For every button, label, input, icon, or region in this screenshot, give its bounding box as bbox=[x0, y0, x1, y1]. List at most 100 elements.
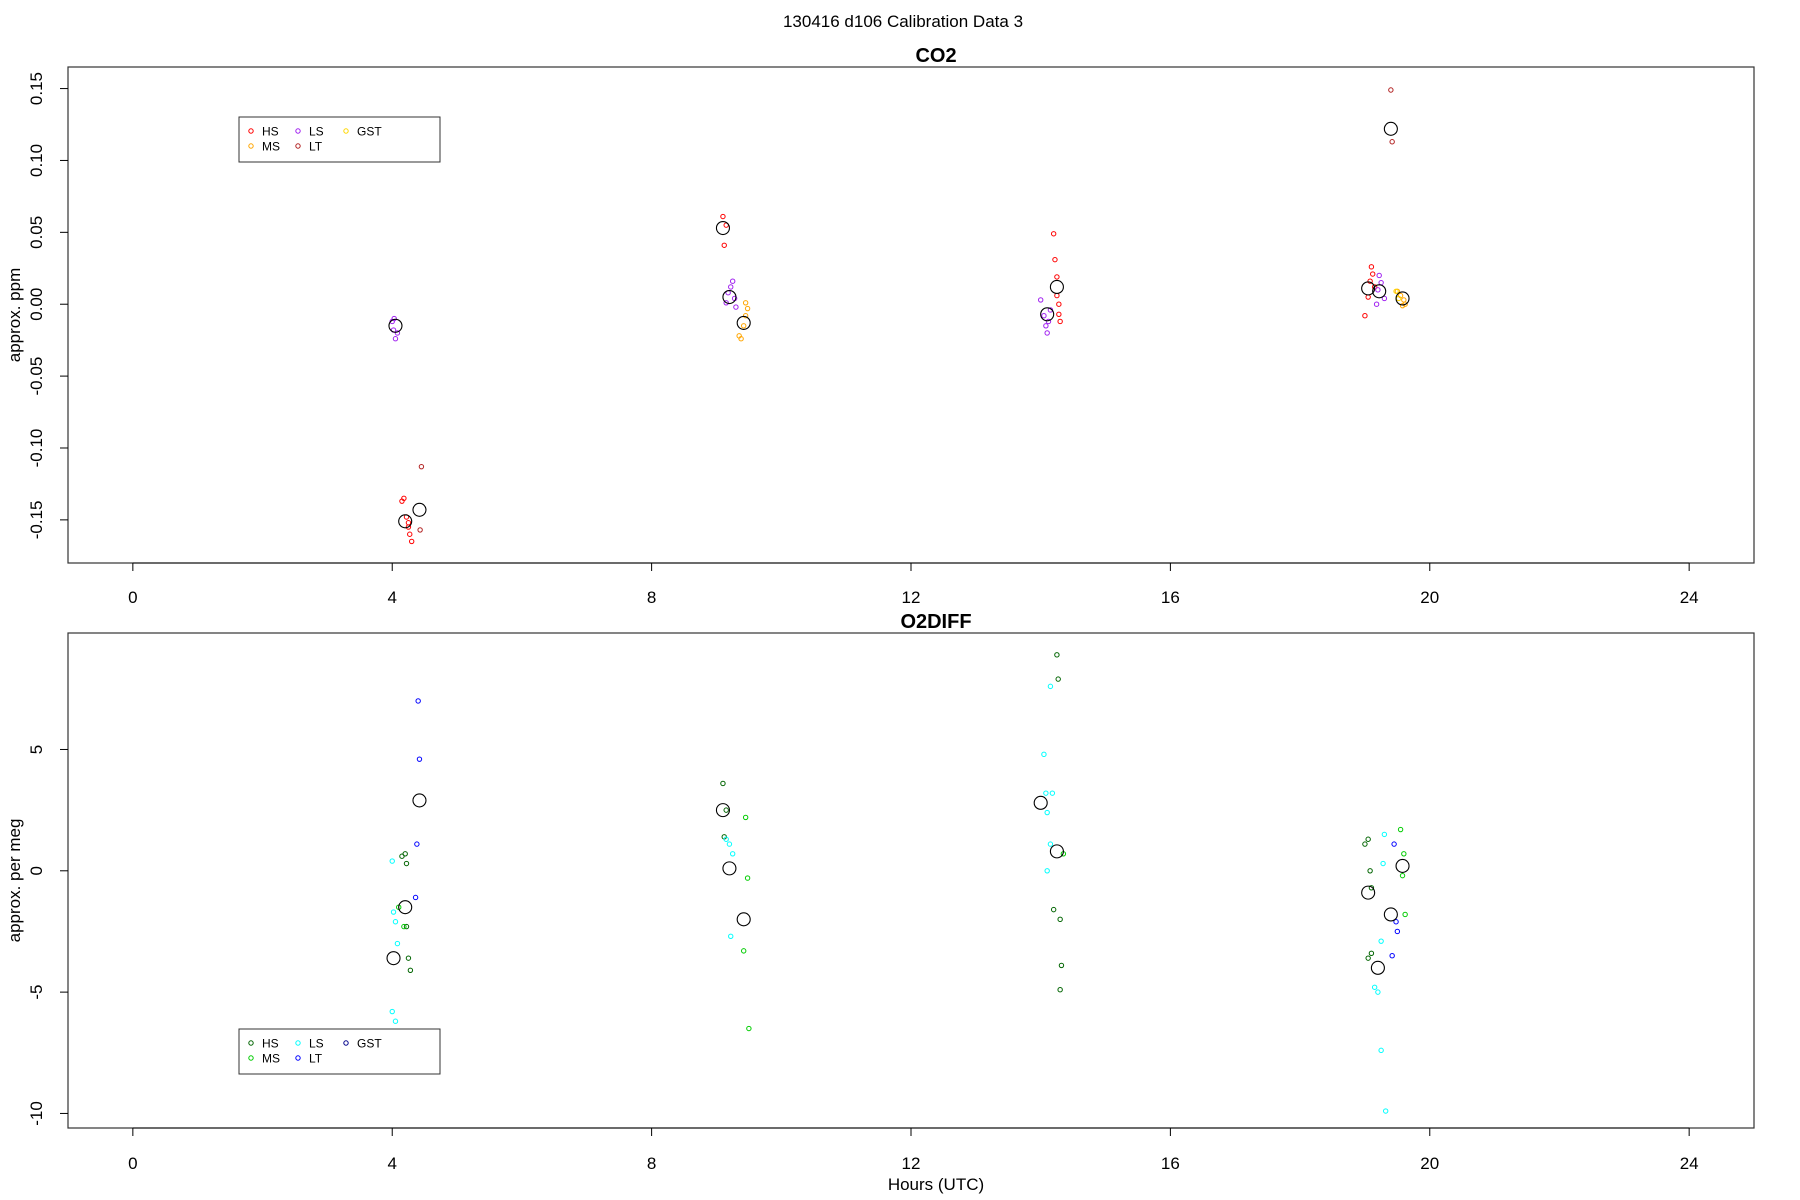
x-tick-label: 4 bbox=[387, 1154, 396, 1173]
data-point-hs bbox=[723, 807, 729, 813]
data-point-ls bbox=[1371, 984, 1378, 990]
data-point-hs bbox=[1057, 318, 1063, 325]
data-point-ls bbox=[1045, 318, 1052, 325]
data-point-ls bbox=[1041, 313, 1047, 319]
data-point-ls bbox=[1047, 841, 1054, 847]
x-tick-label: 20 bbox=[1420, 588, 1439, 607]
data-point-hs bbox=[1050, 231, 1057, 237]
mean-point bbox=[1395, 291, 1410, 306]
legend-label: GST bbox=[357, 125, 382, 139]
data-point-ls bbox=[1044, 330, 1050, 336]
legend-marker bbox=[343, 128, 349, 134]
x-tick-label: 12 bbox=[902, 1154, 921, 1173]
mean-point bbox=[1370, 960, 1385, 975]
data-point-ls bbox=[1378, 938, 1384, 944]
data-point-ls bbox=[1373, 301, 1380, 307]
data-point-hs bbox=[402, 851, 408, 857]
legend-box bbox=[238, 1028, 441, 1075]
data-point-hs bbox=[1367, 868, 1373, 874]
data-point-lt bbox=[416, 756, 423, 762]
data-point-ls bbox=[1380, 860, 1386, 867]
mean-point bbox=[1361, 885, 1376, 900]
x-tick-label: 4 bbox=[387, 588, 396, 607]
mean-point bbox=[715, 220, 730, 236]
data-point-ms bbox=[1402, 911, 1408, 918]
data-point-lt bbox=[415, 698, 421, 704]
data-point-ls bbox=[1381, 295, 1388, 302]
data-point-hs bbox=[401, 495, 407, 502]
mean-point bbox=[715, 803, 730, 818]
data-point-hs bbox=[407, 531, 413, 537]
data-point-hs bbox=[1368, 950, 1375, 956]
panel-title: O2DIFF bbox=[900, 611, 971, 633]
data-point-hs bbox=[1368, 264, 1375, 270]
data-point-hs bbox=[1368, 885, 1375, 891]
y-tick-label: 0.05 bbox=[27, 216, 46, 249]
data-point-ms bbox=[740, 323, 747, 329]
mean-point bbox=[1033, 795, 1048, 810]
data-point-ls bbox=[1375, 287, 1381, 293]
data-point-ls bbox=[726, 841, 733, 847]
data-point-hs bbox=[1057, 916, 1063, 923]
mean-point bbox=[1040, 307, 1055, 322]
data-point-hs bbox=[1362, 841, 1368, 847]
legend-label: HS bbox=[262, 1037, 279, 1051]
data-point-lt bbox=[1388, 87, 1394, 93]
mean-point bbox=[1049, 844, 1064, 859]
x-tick-label: 0 bbox=[128, 1154, 137, 1173]
legend-label: MS bbox=[262, 1052, 280, 1066]
y-tick-label: -5 bbox=[27, 985, 46, 1000]
data-point-ls bbox=[723, 836, 729, 842]
legend-marker bbox=[295, 128, 301, 134]
mean-point bbox=[388, 318, 403, 333]
legend-label: LS bbox=[309, 125, 324, 139]
mean-point bbox=[1361, 281, 1376, 296]
panel-title: CO2 bbox=[915, 45, 956, 67]
legend-marker bbox=[248, 128, 254, 134]
data-point-ls bbox=[1037, 297, 1044, 303]
legend-label: HS bbox=[262, 125, 279, 139]
data-point-hs bbox=[1370, 271, 1376, 277]
legend-marker bbox=[248, 1055, 254, 1061]
data-point-ls bbox=[390, 909, 397, 915]
data-point-ms bbox=[1399, 302, 1406, 309]
y-axis-label: approx. ppm bbox=[5, 268, 24, 363]
mean-point bbox=[412, 793, 427, 808]
data-point-hs bbox=[1055, 676, 1061, 682]
legend-label: LT bbox=[309, 1052, 323, 1066]
x-tick-label: 16 bbox=[1161, 1154, 1180, 1173]
data-point-ms bbox=[742, 814, 749, 821]
data-point-ls bbox=[1376, 272, 1382, 279]
data-point-ms bbox=[401, 923, 407, 930]
legend-box bbox=[238, 116, 441, 163]
data-point-ls bbox=[1041, 751, 1047, 758]
y-tick-label: -0.05 bbox=[27, 357, 46, 396]
data-point-hs bbox=[1056, 301, 1062, 307]
data-point-hs bbox=[403, 923, 410, 930]
data-point-hs bbox=[403, 860, 410, 867]
mean-point bbox=[722, 289, 737, 305]
y-tick-label: 0.15 bbox=[27, 72, 46, 105]
data-point-ls bbox=[394, 940, 401, 947]
mean-point bbox=[398, 900, 413, 915]
data-point-lt bbox=[412, 894, 419, 901]
data-point-lt bbox=[414, 841, 420, 847]
y-axis-label: approx. per meg bbox=[5, 819, 24, 943]
data-point-ls bbox=[394, 330, 401, 336]
data-point-ls bbox=[1375, 989, 1381, 995]
data-point-hs bbox=[721, 242, 727, 248]
data-point-ls bbox=[1047, 683, 1054, 690]
data-point-hs bbox=[407, 967, 414, 973]
data-point-ms bbox=[1401, 851, 1407, 857]
legend-label: MS bbox=[262, 140, 280, 154]
legend-label: GST bbox=[357, 1037, 382, 1051]
figure-suptitle: 130416 d106 Calibration Data 3 bbox=[783, 12, 1023, 31]
legend-marker bbox=[295, 1040, 301, 1046]
data-point-hs bbox=[1367, 278, 1373, 284]
x-tick-label: 8 bbox=[647, 1154, 656, 1173]
data-point-ls bbox=[1378, 1047, 1384, 1054]
data-point-lt bbox=[1391, 841, 1397, 847]
data-point-ls bbox=[1382, 1108, 1389, 1114]
x-tick-label: 16 bbox=[1161, 588, 1180, 607]
y-tick-label: -0.10 bbox=[27, 429, 46, 468]
